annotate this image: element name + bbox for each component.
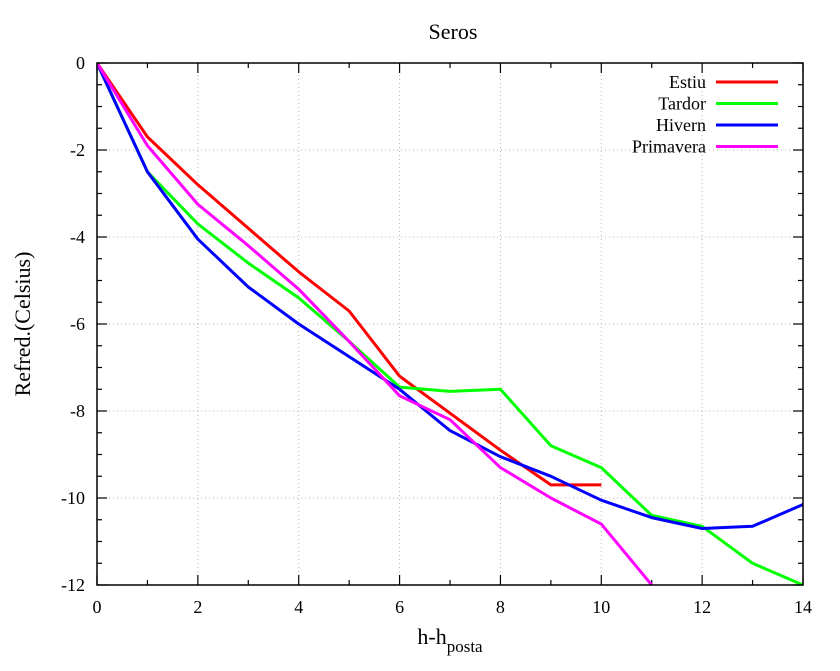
- legend-label-estiu: Estiu: [669, 72, 706, 92]
- plot-frame: [96, 62, 804, 586]
- x-tick-label: 14: [794, 597, 812, 617]
- y-axis-label: Refred.(Celsius): [10, 252, 35, 397]
- y-tick-label: 0: [76, 53, 85, 73]
- y-tick-label: -12: [61, 575, 85, 595]
- y-tick-label: -8: [70, 401, 85, 421]
- x-tick-label: 0: [93, 597, 102, 617]
- series-line-tardor: [97, 63, 803, 585]
- series-line-hivern: [97, 63, 803, 530]
- x-axis-label: h-hposta: [417, 624, 483, 656]
- legend-label-hivern: Hivern: [656, 115, 706, 135]
- y-tick-label: -2: [70, 140, 85, 160]
- tick-label-layer: 0 2 4 6 8 10 12 14 0 -2 -4 -6 -8 -10 -12: [61, 53, 812, 617]
- x-tick-label: 4: [294, 597, 303, 617]
- x-axis-label-subscript: posta: [447, 637, 483, 656]
- legend-label-tardor: Tardor: [658, 94, 706, 114]
- series-line-estiu: [97, 63, 602, 487]
- x-tick-label: 12: [693, 597, 711, 617]
- grid-layer: [97, 63, 803, 585]
- series-layer: [97, 63, 803, 585]
- y-tick-label: -6: [70, 314, 85, 334]
- x-tick-label: 6: [395, 597, 404, 617]
- x-tick-label: 10: [592, 597, 610, 617]
- x-axis-label-main: h-h: [417, 624, 446, 649]
- series-line-primavera: [97, 63, 653, 585]
- y-tick-label: -10: [61, 488, 85, 508]
- x-tick-label: 2: [193, 597, 202, 617]
- y-tick-label: -4: [70, 227, 85, 247]
- legend-label-primavera: Primavera: [632, 137, 706, 157]
- x-tick-label: 8: [496, 597, 505, 617]
- chart-title: Seros: [429, 19, 478, 44]
